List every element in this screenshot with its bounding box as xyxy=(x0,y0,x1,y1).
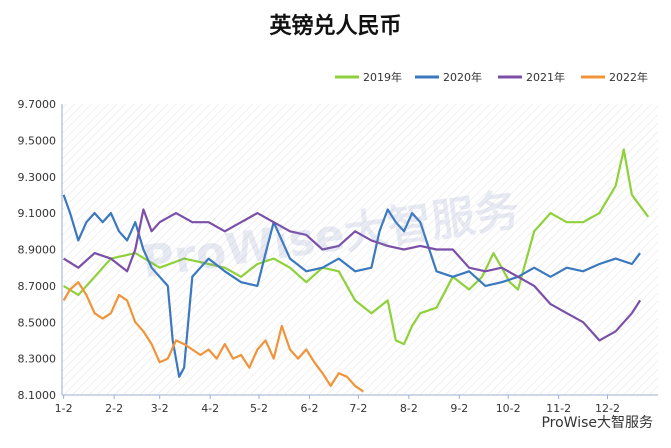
x-tick-label: 4-2 xyxy=(201,402,219,415)
chart-title: 英镑兑人民币 xyxy=(269,13,402,39)
series-line-2 xyxy=(62,194,641,378)
series-line-4 xyxy=(62,281,364,393)
series-line-3 xyxy=(63,208,642,342)
legend-label: 2021年 xyxy=(526,70,565,84)
x-tick-label: 9-2 xyxy=(450,402,468,415)
x-tick-label: 8-2 xyxy=(400,402,418,415)
y-tick-label: 8.3000 xyxy=(18,353,57,366)
y-tick-label: 8.1000 xyxy=(18,389,57,402)
x-tick-label: 2-2 xyxy=(105,402,123,415)
y-tick-label: 9.3000 xyxy=(18,171,57,184)
legend-label: 2019年 xyxy=(363,70,402,84)
series-line-1 xyxy=(63,148,650,346)
y-tick-label: 9.7000 xyxy=(18,98,57,111)
y-tick-label: 9.1000 xyxy=(18,207,57,220)
y-tick-label: 8.9000 xyxy=(18,244,57,257)
legend-label: 2020年 xyxy=(443,70,482,84)
x-tick-label: 7-2 xyxy=(349,402,367,415)
x-tick-label: 3-2 xyxy=(151,402,169,415)
x-tick-label: 5-2 xyxy=(250,402,268,415)
x-tick-label: 1-2 xyxy=(55,402,73,415)
x-tick-label: 11-2 xyxy=(546,402,571,415)
plot-background xyxy=(62,104,658,395)
watermark-bottom: ProWise大智服务 xyxy=(541,415,653,431)
x-tick-label: 10-2 xyxy=(496,402,521,415)
x-tick-label: 6-2 xyxy=(301,402,319,415)
x-tick-label: 12-2 xyxy=(595,402,620,415)
y-tick-label: 8.5000 xyxy=(18,316,57,329)
legend-label: 2022年 xyxy=(609,70,648,84)
y-tick-label: 9.5000 xyxy=(18,134,57,147)
y-tick-label: 8.7000 xyxy=(18,280,57,293)
